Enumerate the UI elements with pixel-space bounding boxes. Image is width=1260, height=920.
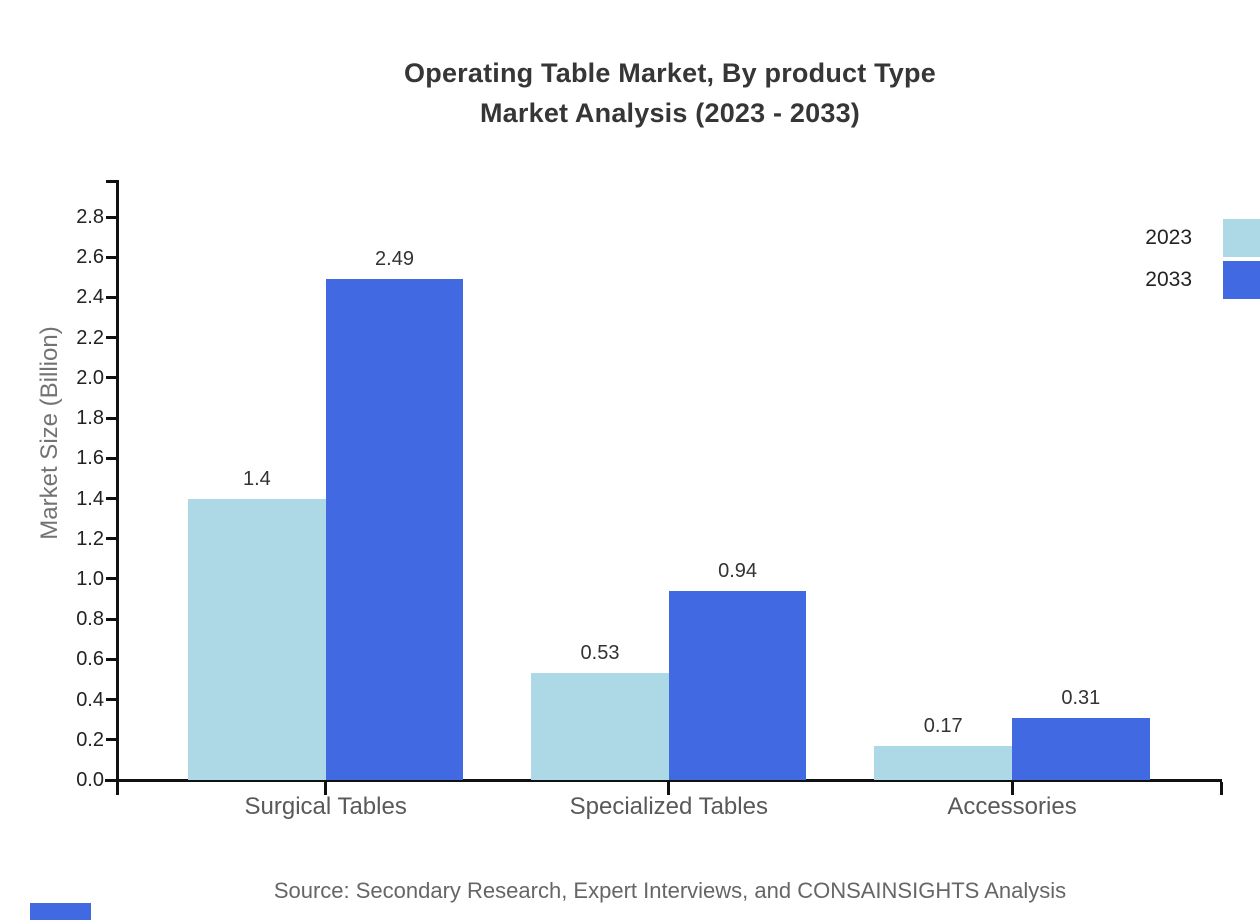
- category-label-surgical-tables: Surgical Tables: [244, 793, 407, 820]
- category-label-specialized-tables: Specialized Tables: [569, 793, 768, 820]
- y-tick: [106, 497, 117, 500]
- y-tick-label: 0.8: [76, 608, 104, 631]
- y-tick-label: 0.4: [76, 688, 104, 711]
- legend-label-2033: 2033: [1145, 268, 1192, 291]
- y-axis-spine: [116, 180, 119, 782]
- y-tick-label: 1.4: [76, 487, 104, 510]
- bar-2023-accessories: [874, 745, 1012, 780]
- y-tick-label: 2.6: [76, 246, 104, 269]
- y-tick-label: 0.0: [76, 769, 104, 791]
- bar-2033-specialized-tables: [668, 590, 807, 780]
- y-tick-label: 0.2: [76, 728, 104, 751]
- y-tick: [106, 537, 117, 541]
- y-tick: [106, 698, 117, 702]
- x-tick: [1010, 782, 1014, 795]
- bar-value-label: 0.31: [1061, 686, 1101, 709]
- y-tick: [106, 295, 117, 299]
- bar-value-label: 0.94: [718, 559, 758, 582]
- y-tick: [106, 336, 117, 340]
- bar-value-label: 1.4: [242, 467, 271, 490]
- y-axis-end-cap: [106, 180, 117, 183]
- y-tick: [106, 255, 117, 259]
- source-attribution: Source: Secondary Research, Expert Inter…: [273, 878, 1067, 903]
- x-axis-right-cap: [1220, 782, 1223, 795]
- y-tick-label: 1.2: [76, 527, 104, 550]
- y-tick-label: 2.0: [76, 366, 104, 389]
- y-tick: [106, 617, 117, 621]
- y-tick: [106, 577, 117, 581]
- x-axis-left-cap: [116, 782, 119, 795]
- bar-value-label: 0.17: [923, 714, 963, 737]
- y-tick: [106, 416, 117, 420]
- bar-value-label: 0.53: [580, 642, 620, 665]
- y-tick: [106, 215, 117, 219]
- bar-2033-accessories: [1012, 717, 1150, 780]
- y-tick-label: 1.6: [76, 447, 104, 470]
- bar-value-label: 2.49: [375, 248, 414, 271]
- y-tick: [106, 778, 117, 782]
- y-axis-label: Market Size (Billion): [36, 326, 63, 540]
- bar-2033-surgical-tables: [325, 279, 464, 780]
- x-axis-spine: [105, 779, 1222, 782]
- brand-mark: [30, 903, 91, 920]
- y-tick-label: 1.0: [76, 567, 104, 590]
- y-tick-label: 2.2: [76, 326, 104, 349]
- y-tick: [106, 456, 117, 460]
- legend-swatch-2033: [1223, 261, 1260, 299]
- chart-title-line1: Operating Table Market, By product Type: [404, 58, 936, 88]
- y-tick-label: 2.4: [76, 286, 104, 309]
- chart-title-line2: Market Analysis (2023 - 2033): [479, 98, 860, 128]
- legend-swatch-2023: [1223, 219, 1260, 257]
- y-tick-label: 0.6: [76, 648, 104, 671]
- bar-2023-specialized-tables: [531, 673, 669, 780]
- category-label-accessories: Accessories: [947, 793, 1077, 820]
- y-tick: [106, 738, 117, 742]
- x-tick: [324, 782, 328, 795]
- x-tick: [667, 782, 671, 795]
- y-tick: [106, 376, 117, 380]
- y-tick-label: 2.8: [76, 206, 104, 228]
- chart-title: Operating Table Market, By product Type …: [90, 53, 1250, 133]
- y-tick-label: 1.8: [76, 407, 104, 430]
- bar-2023-surgical-tables: [188, 498, 326, 780]
- legend-label-2023: 2023: [1145, 226, 1192, 249]
- y-tick: [106, 657, 117, 661]
